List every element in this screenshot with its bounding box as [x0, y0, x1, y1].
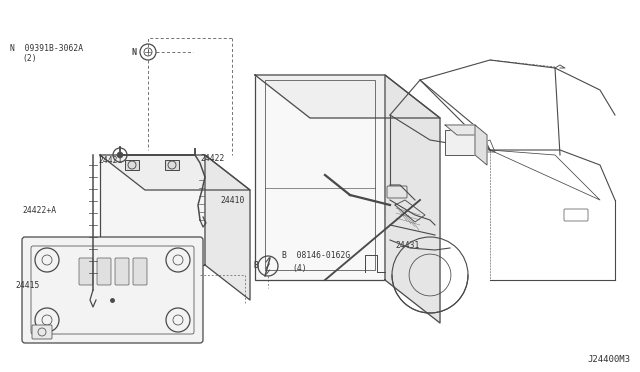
Polygon shape	[475, 125, 487, 165]
FancyBboxPatch shape	[133, 258, 147, 285]
Text: (4): (4)	[292, 263, 307, 273]
Text: 24421: 24421	[98, 155, 122, 164]
Polygon shape	[100, 155, 250, 190]
FancyBboxPatch shape	[445, 130, 475, 155]
FancyBboxPatch shape	[165, 160, 179, 170]
Text: 24422+A: 24422+A	[22, 205, 56, 215]
Polygon shape	[255, 75, 440, 118]
FancyBboxPatch shape	[115, 258, 129, 285]
Text: 24431: 24431	[395, 241, 419, 250]
FancyBboxPatch shape	[79, 258, 93, 285]
FancyBboxPatch shape	[255, 75, 385, 280]
Polygon shape	[385, 75, 440, 323]
Text: N  09391B-3062A: N 09391B-3062A	[10, 44, 83, 52]
Text: 24410: 24410	[220, 196, 244, 205]
FancyBboxPatch shape	[97, 258, 111, 285]
FancyBboxPatch shape	[22, 237, 203, 343]
Text: 24422: 24422	[200, 154, 225, 163]
FancyBboxPatch shape	[100, 155, 205, 265]
Text: J24400M3: J24400M3	[587, 356, 630, 365]
Circle shape	[117, 152, 123, 158]
Polygon shape	[445, 125, 487, 135]
Polygon shape	[205, 155, 250, 300]
Text: B: B	[253, 262, 259, 270]
Text: B  08146-0162G: B 08146-0162G	[282, 251, 350, 260]
FancyBboxPatch shape	[32, 325, 52, 339]
Text: N: N	[131, 48, 136, 57]
FancyBboxPatch shape	[125, 160, 139, 170]
Text: (2): (2)	[22, 54, 36, 62]
Text: 24415: 24415	[15, 280, 40, 289]
